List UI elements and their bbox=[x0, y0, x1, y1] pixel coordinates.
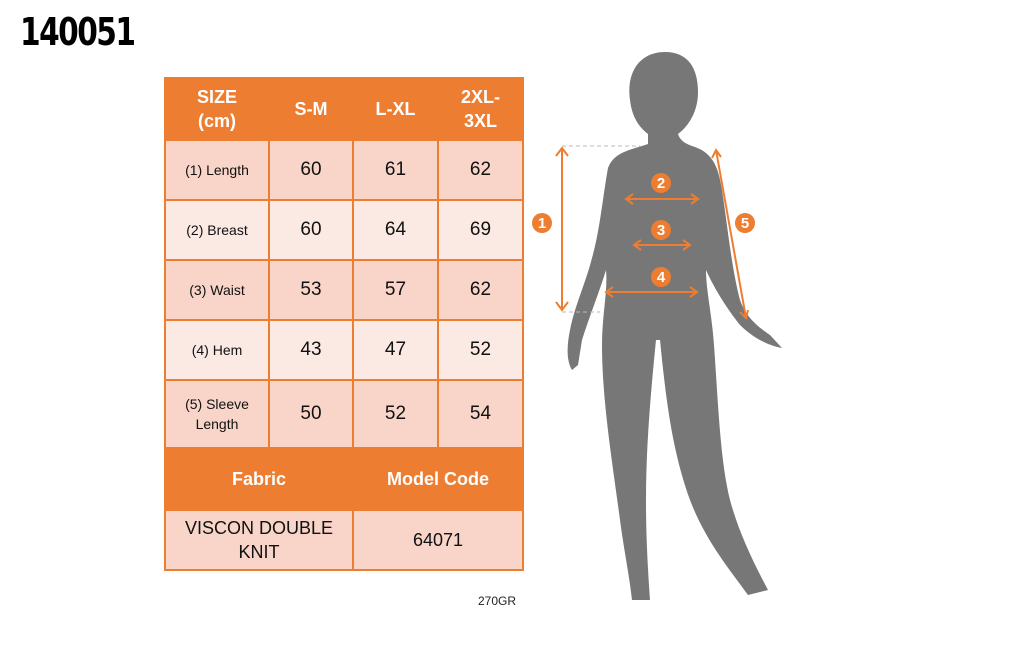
svg-text:4: 4 bbox=[657, 269, 666, 286]
table-row: (5) Sleeve Length 50 52 54 bbox=[164, 379, 524, 449]
fabric-value: VISCON DOUBLE KNIT bbox=[164, 509, 354, 571]
size-chart-table: SIZE (cm) S-M L-XL 2XL-3XL (1) Length 60… bbox=[164, 77, 524, 571]
svg-text:2: 2 bbox=[657, 175, 665, 192]
svg-text:3: 3 bbox=[657, 222, 665, 239]
fabric-header-row: Fabric Model Code bbox=[164, 447, 524, 511]
guide-lines bbox=[562, 145, 640, 313]
cell: 69 bbox=[437, 199, 524, 261]
cell: 62 bbox=[437, 139, 524, 201]
model-code-label: Model Code bbox=[352, 447, 524, 511]
cell: 47 bbox=[352, 319, 439, 381]
model-code-value: 64071 bbox=[352, 509, 524, 571]
cell: 57 bbox=[352, 259, 439, 321]
measurement-diagram: 1 2 3 4 5 bbox=[532, 52, 782, 600]
cell: 52 bbox=[437, 319, 524, 381]
cell: 43 bbox=[268, 319, 354, 381]
table-row: (1) Length 60 61 62 bbox=[164, 139, 524, 201]
cell: 62 bbox=[437, 259, 524, 321]
cell: 50 bbox=[268, 379, 354, 449]
header-s-m: S-M bbox=[268, 77, 354, 141]
cell: 53 bbox=[268, 259, 354, 321]
header-l-xl: L-XL bbox=[352, 77, 439, 141]
product-code: 140051 bbox=[20, 10, 136, 54]
cell: 60 bbox=[268, 199, 354, 261]
row-label: (1) Length bbox=[164, 139, 270, 201]
svg-text:5: 5 bbox=[741, 215, 749, 232]
row-label: (5) Sleeve Length bbox=[164, 379, 270, 449]
svg-text:1: 1 bbox=[538, 215, 546, 232]
cell: 52 bbox=[352, 379, 439, 449]
table-row: (3) Waist 53 57 62 bbox=[164, 259, 524, 321]
measurement-arrows bbox=[555, 146, 749, 320]
row-label: (2) Breast bbox=[164, 199, 270, 261]
marker-badges: 1 2 3 4 5 bbox=[532, 173, 755, 287]
woman-silhouette bbox=[567, 52, 782, 600]
cell: 64 bbox=[352, 199, 439, 261]
fabric-row: VISCON DOUBLE KNIT 64071 bbox=[164, 509, 524, 571]
table-row: (4) Hem 43 47 52 bbox=[164, 319, 524, 381]
cell: 60 bbox=[268, 139, 354, 201]
row-label: (4) Hem bbox=[164, 319, 270, 381]
cell: 54 bbox=[437, 379, 524, 449]
fabric-weight: 270GR bbox=[478, 594, 517, 608]
table-row: (2) Breast 60 64 69 bbox=[164, 199, 524, 261]
cell: 61 bbox=[352, 139, 439, 201]
row-label: (3) Waist bbox=[164, 259, 270, 321]
header-row: SIZE (cm) S-M L-XL 2XL-3XL bbox=[164, 77, 524, 141]
fabric-label: Fabric bbox=[164, 447, 354, 511]
header-2xl-3xl: 2XL-3XL bbox=[437, 77, 524, 141]
header-size: SIZE (cm) bbox=[164, 77, 270, 141]
